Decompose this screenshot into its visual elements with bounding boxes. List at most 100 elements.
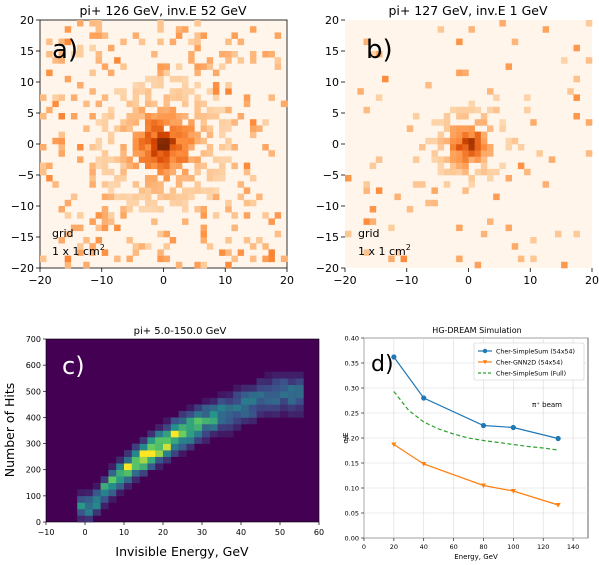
heatmap-cell xyxy=(225,417,234,425)
heatmap-cell xyxy=(116,456,125,464)
heatmap-cell xyxy=(412,113,420,120)
heatmap-cell xyxy=(85,508,94,516)
heatmap-cell xyxy=(280,404,289,412)
x-tick-label: 60 xyxy=(449,543,457,551)
heatmap-cell xyxy=(202,417,211,425)
heatmap-cell xyxy=(157,249,164,256)
heatmap-cell xyxy=(89,113,96,120)
plot-area-d xyxy=(363,337,589,539)
heatmap-cell xyxy=(175,150,183,157)
heatmap-cell xyxy=(157,193,164,201)
heatmap-cell xyxy=(157,206,164,213)
heatmap-cell xyxy=(462,125,469,132)
y-tick-label: 600 xyxy=(26,361,41,370)
y-tick-label: 400 xyxy=(26,413,41,422)
heatmap-cell xyxy=(178,430,187,438)
heatmap-cell xyxy=(437,144,445,151)
heatmap-cell xyxy=(487,106,494,114)
heatmap-cell xyxy=(157,20,164,27)
heatmap-cell xyxy=(188,131,195,139)
y-tick-label: −5 xyxy=(18,169,34,182)
heatmap-cell xyxy=(85,502,94,510)
heatmap-cell xyxy=(144,113,152,120)
heatmap-cell xyxy=(262,144,269,151)
heatmap-cell xyxy=(151,181,158,188)
heatmap-cell xyxy=(132,32,140,39)
heatmap-cell xyxy=(425,82,432,89)
heatmap-cell xyxy=(175,75,183,83)
heatmap-cell xyxy=(511,243,519,250)
heatmap-cells-b xyxy=(345,20,593,269)
panel-label-a: a) xyxy=(52,35,78,65)
heatmap-cell xyxy=(107,106,115,114)
heatmap-cell xyxy=(182,168,189,176)
heatmap-cell xyxy=(237,57,245,64)
heatmap-cell xyxy=(480,144,488,151)
heatmap-cell xyxy=(264,391,273,399)
heatmap-cell xyxy=(124,469,133,477)
heatmap-cell xyxy=(151,187,158,194)
heatmap-cell xyxy=(200,261,208,269)
heatmap-cell xyxy=(114,175,121,182)
heatmap-cell xyxy=(487,175,494,182)
heatmap-cell xyxy=(151,82,158,89)
heatmap-cell xyxy=(64,75,72,83)
y-tick-label: −15 xyxy=(316,231,339,244)
heatmap-cell xyxy=(295,410,304,418)
heatmap-cell xyxy=(151,125,158,132)
heatmap-cell xyxy=(295,391,304,399)
y-tick-label: 15 xyxy=(20,45,34,58)
heatmap-cell xyxy=(144,175,152,182)
heatmap-cell xyxy=(92,508,101,516)
heatmap-cell xyxy=(169,144,177,151)
heatmap-cell xyxy=(58,131,65,139)
heatmap-cell xyxy=(462,168,469,176)
heatmap-cell xyxy=(295,397,304,405)
heatmap-cell xyxy=(209,430,218,438)
heatmap-cell xyxy=(264,410,273,418)
heatmap-cell xyxy=(163,69,170,77)
heatmap-cell xyxy=(243,237,251,244)
heatmap-cell xyxy=(200,230,208,238)
heatmap-cell xyxy=(46,38,53,46)
heatmap-cell xyxy=(157,63,164,70)
heatmap-cell xyxy=(157,144,164,151)
heatmap-cell xyxy=(132,144,140,151)
heatmap-cell xyxy=(468,175,475,182)
heatmap-cell xyxy=(194,430,203,438)
heatmap-cell xyxy=(363,249,370,256)
heatmap-cell xyxy=(107,187,115,194)
heatmap-cell xyxy=(107,44,115,52)
heatmap-cell xyxy=(89,44,96,52)
heatmap-cell xyxy=(287,371,296,379)
heatmap-cell xyxy=(225,404,234,412)
heatmap-cell xyxy=(170,423,179,431)
heatmap-cell xyxy=(151,75,158,83)
heatmap-cell xyxy=(233,384,242,392)
title-a: pi+ 126 GeV, inv.E 52 GeV xyxy=(79,3,246,18)
heatmap-cell xyxy=(382,75,389,83)
heatmap-cell xyxy=(219,63,226,70)
heatmap-cell xyxy=(124,456,133,464)
heatmap-cell xyxy=(225,391,234,399)
heatmap-cell xyxy=(462,131,469,139)
series-line xyxy=(393,443,559,506)
heatmap-cell xyxy=(480,119,488,126)
heatmap-cell xyxy=(200,206,208,213)
heatmap-cell xyxy=(256,410,265,418)
heatmap-cell xyxy=(188,144,195,151)
heatmap-cell xyxy=(505,224,513,232)
heatmap-cell xyxy=(487,218,494,225)
heatmap-cell xyxy=(219,106,226,114)
heatmap-cell xyxy=(443,125,451,132)
heatmap-cell xyxy=(585,20,593,27)
heatmap-cell xyxy=(40,255,47,263)
heatmap-cell xyxy=(163,150,170,157)
heatmap-cell xyxy=(217,397,226,405)
heatmap-cell xyxy=(163,113,170,120)
heatmap-cell xyxy=(225,423,234,431)
heatmap-cell xyxy=(175,63,183,70)
heatmap-cell xyxy=(116,476,125,484)
heatmap-cell xyxy=(237,181,245,188)
